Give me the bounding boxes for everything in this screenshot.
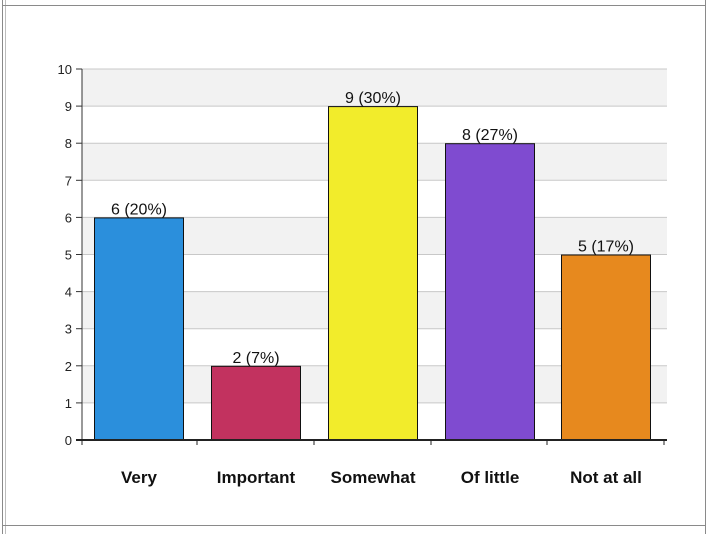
data-label: 8 (27%) <box>462 127 518 144</box>
y-tick-label: 0 <box>65 433 72 448</box>
y-tick-label: 3 <box>65 322 72 337</box>
frame-border-top <box>2 5 706 6</box>
y-tick-label: 4 <box>65 285 72 300</box>
y-tick-label: 1 <box>65 396 72 411</box>
data-label: 5 (17%) <box>578 239 634 256</box>
frame-border-left-inner <box>5 0 6 534</box>
y-tick-label: 8 <box>65 136 72 151</box>
data-label: 6 (20%) <box>111 201 167 218</box>
category-label: Not at all <box>570 468 642 487</box>
y-tick-label: 5 <box>65 248 72 263</box>
bar-not-at-all <box>561 254 651 440</box>
y-tick-label: 10 <box>58 62 72 77</box>
x-axis <box>76 439 667 445</box>
y-tick-label: 9 <box>65 99 72 114</box>
bars <box>94 106 651 440</box>
y-tick-label: 7 <box>65 173 72 188</box>
category-label: Very <box>121 468 157 487</box>
category-label: Somewhat <box>330 468 415 487</box>
y-tick-label: 2 <box>65 359 72 374</box>
frame-border-right <box>705 0 706 534</box>
bar-important <box>211 365 301 440</box>
grid-band <box>82 69 667 107</box>
bar-very <box>94 217 184 440</box>
category-labels: Very Important Somewhat Of little Not at all <box>121 468 642 487</box>
bar-of-little <box>445 143 535 440</box>
data-label: 9 (30%) <box>345 90 401 107</box>
bar-somewhat <box>328 106 418 440</box>
y-tick-label: 6 <box>65 210 72 225</box>
data-label: 2 (7%) <box>232 350 279 367</box>
category-label: Important <box>217 468 296 487</box>
y-axis: 0 1 2 3 4 5 6 7 8 9 10 <box>58 62 83 448</box>
category-label: Of little <box>461 468 520 487</box>
data-labels: 6 (20%) 2 (7%) 9 (30%) 8 (27%) 5 (17%) <box>111 90 634 367</box>
frame-border-bottom <box>2 525 706 526</box>
frame-border-left <box>2 0 3 534</box>
